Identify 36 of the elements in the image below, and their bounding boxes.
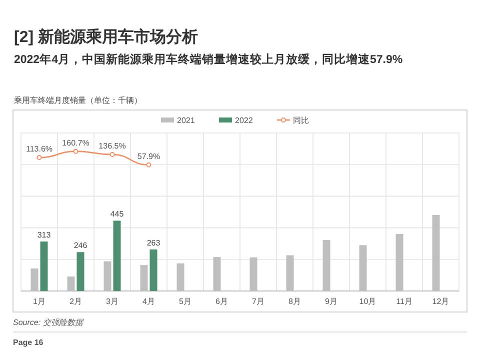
data-label: 263 bbox=[146, 238, 161, 248]
title: [2] 新能源乘用车市场分析 bbox=[14, 29, 198, 46]
xtick: 7月 bbox=[252, 297, 264, 306]
data-label: 113.6% bbox=[26, 144, 53, 154]
xtick: 3月 bbox=[106, 297, 118, 306]
point bbox=[110, 152, 115, 158]
data-label: 445 bbox=[110, 210, 124, 219]
data-label: 246 bbox=[74, 241, 88, 250]
bar bbox=[40, 242, 48, 291]
xtick: 11月 bbox=[396, 297, 412, 306]
xtick: 6月 bbox=[216, 297, 228, 306]
legend-label: 同比 bbox=[293, 116, 309, 125]
legend-label: 2021 bbox=[177, 116, 196, 125]
data-label: 57.9% bbox=[137, 152, 160, 161]
data-label: 160.7% bbox=[62, 138, 90, 148]
data-label: 136.5% bbox=[98, 142, 126, 151]
point bbox=[73, 148, 78, 154]
xtick: 4月 bbox=[142, 297, 155, 306]
xtick: 5月 bbox=[179, 297, 192, 306]
point bbox=[36, 155, 42, 160]
ylabel: 乘用车终端月度销量（单位：千辆） bbox=[14, 96, 142, 105]
legend-label: 2022 bbox=[235, 116, 254, 125]
xtick: 12月 bbox=[432, 297, 450, 306]
point bbox=[146, 162, 152, 168]
xtick: 9月 bbox=[325, 297, 338, 306]
bar bbox=[113, 220, 121, 291]
xtick: 1月 bbox=[33, 297, 46, 306]
xtick: 2月 bbox=[70, 297, 82, 306]
subtitle: 2022年4月，中国新能源乘用车终端销量增速较上月放缓，同比增速57.9% bbox=[14, 54, 403, 66]
data-label: 313 bbox=[37, 230, 52, 240]
bar bbox=[76, 252, 84, 291]
source: Source: 交强险数据 bbox=[13, 318, 83, 327]
page: Page 16 bbox=[13, 338, 44, 347]
bar bbox=[150, 249, 158, 291]
xtick: 10月 bbox=[359, 297, 376, 306]
xtick: 8月 bbox=[288, 297, 301, 306]
